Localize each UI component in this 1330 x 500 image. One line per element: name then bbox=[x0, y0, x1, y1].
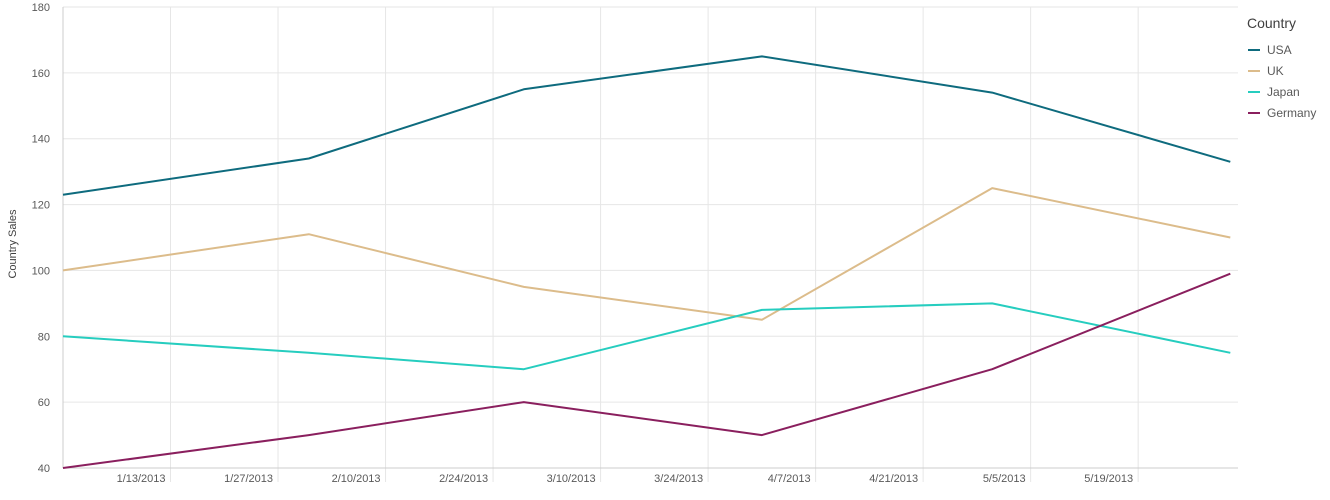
legend-label-uk: UK bbox=[1267, 64, 1284, 78]
x-tick-label: 1/27/2013 bbox=[224, 473, 273, 485]
y-tick-label: 160 bbox=[32, 68, 50, 80]
series-line-uk bbox=[62, 187, 1231, 321]
y-tick-label: 180 bbox=[32, 2, 50, 14]
legend-label-usa: USA bbox=[1267, 43, 1292, 57]
x-tick-label: 2/10/2013 bbox=[332, 473, 381, 485]
x-tick-label: 3/24/2013 bbox=[654, 473, 703, 485]
x-tick-label: 4/7/2013 bbox=[768, 473, 811, 485]
plot-lines bbox=[62, 55, 1231, 469]
series-line-usa bbox=[62, 55, 1231, 196]
x-axis: 1/13/2013 1/27/2013 2/10/2013 2/24/2013 3/10… bbox=[63, 467, 1238, 485]
y-tick-label: 100 bbox=[32, 265, 50, 277]
y-tick-label: 120 bbox=[32, 200, 50, 212]
y-tick-label: 80 bbox=[38, 331, 50, 343]
x-tick-label: 3/10/2013 bbox=[547, 473, 596, 485]
legend-label-germany: Germany bbox=[1267, 106, 1316, 120]
legend-label-japan: Japan bbox=[1267, 85, 1300, 99]
x-tick-label: 5/5/2013 bbox=[983, 473, 1026, 485]
y-tick-label: 140 bbox=[32, 134, 50, 146]
grid bbox=[63, 6, 1238, 482]
y-tick-label: 40 bbox=[38, 463, 50, 475]
y-tick-label: 60 bbox=[38, 397, 50, 409]
x-tick-label: 5/19/2013 bbox=[1084, 473, 1133, 485]
x-tick-label: 1/13/2013 bbox=[117, 473, 166, 485]
legend: Country USA UK Japan Germany bbox=[1247, 15, 1316, 120]
y-axis: 40 60 80 100 120 140 160 180 bbox=[32, 2, 64, 475]
series-line-japan bbox=[62, 302, 1231, 371]
x-tick-label: 4/21/2013 bbox=[869, 473, 918, 485]
y-axis-title: Country Sales bbox=[7, 209, 19, 279]
series-line-germany bbox=[62, 272, 1231, 469]
x-tick-label: 2/24/2013 bbox=[439, 473, 488, 485]
legend-title: Country bbox=[1247, 15, 1296, 31]
